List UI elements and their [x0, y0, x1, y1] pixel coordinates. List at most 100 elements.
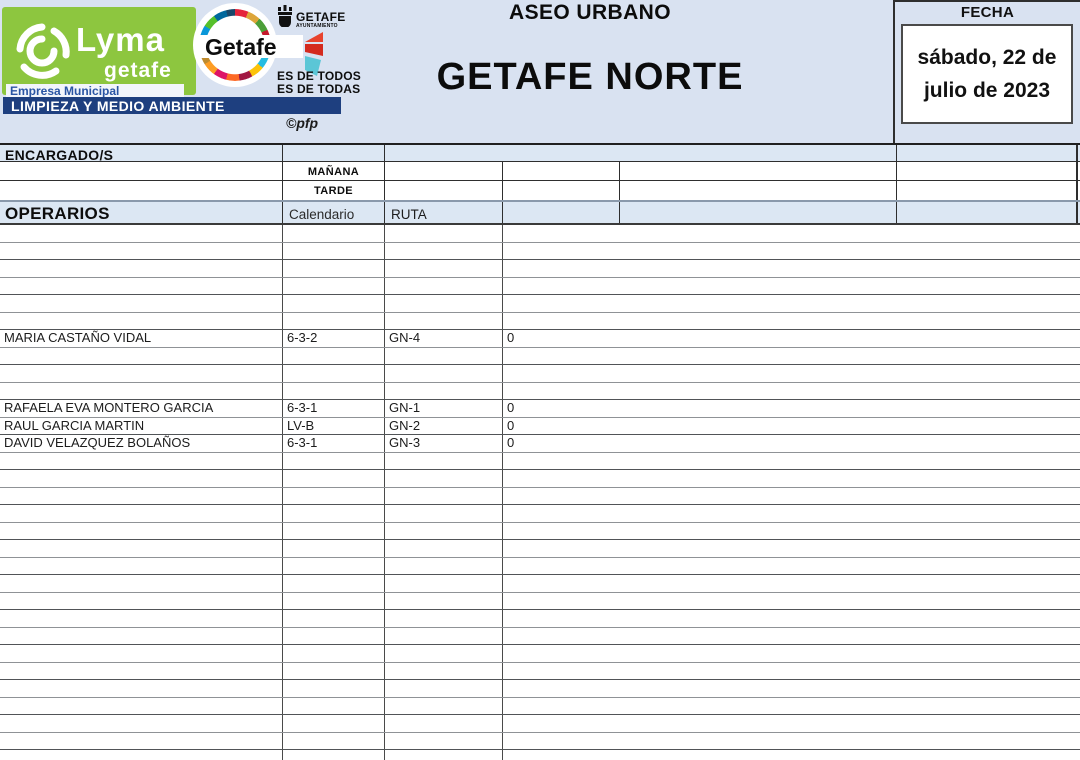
cell-ruta — [385, 697, 503, 714]
table-row — [0, 627, 1080, 645]
table-row — [0, 365, 1080, 383]
cell-value: 0 — [507, 417, 515, 433]
cell-operario-name — [0, 225, 283, 242]
table-row: DAVID VELAZQUEZ BOLAÑOS 6-3-1 GN-3 0 — [0, 435, 1080, 453]
cell-value — [503, 575, 1080, 592]
table-row — [0, 505, 1080, 523]
table-row — [0, 750, 1080, 760]
getafe-comet-icon — [305, 32, 323, 76]
table-row — [0, 260, 1080, 278]
limpieza-banner: LIMPIEZA Y MEDIO AMBIENTE — [3, 97, 341, 114]
cell-value — [503, 540, 1080, 557]
cell-value — [503, 698, 1080, 715]
cell-ruta — [385, 592, 503, 609]
cell-calendario — [283, 295, 385, 312]
ruta-header-cell: RUTA — [385, 202, 503, 223]
cell-value — [503, 680, 1080, 697]
cell-value — [503, 715, 1080, 732]
cell-value — [503, 523, 1080, 540]
operarios-header-row: OPERARIOS Calendario RUTA — [0, 202, 1080, 225]
cell-value — [503, 663, 1080, 680]
cell-calendario — [283, 557, 385, 574]
cell-calendario — [283, 365, 385, 382]
getafe-logo: Getafe — [193, 3, 303, 87]
cell-value — [503, 750, 1080, 760]
cell-calendario — [283, 627, 385, 644]
cell-ruta — [385, 452, 503, 469]
ayuntamiento-sub: AYUNTAMIENTO — [296, 23, 338, 29]
cell-calendario — [283, 575, 385, 592]
cell-operario-name — [0, 662, 283, 679]
cell-ruta: GN-2 — [385, 417, 503, 434]
lyma-sub-wordmark: getafe — [104, 59, 172, 82]
section-title: ASEO URBANO — [509, 1, 671, 24]
empty-cell — [503, 202, 620, 223]
tarde-row: TARDE — [0, 181, 1080, 202]
cell-ruta — [385, 575, 503, 592]
cell-calendario — [283, 505, 385, 522]
cell-ruta — [385, 470, 503, 487]
cell-ruta — [385, 680, 503, 697]
fecha-label: FECHA — [960, 4, 1015, 21]
table-row — [0, 470, 1080, 488]
tagline-line2: ES DE TODAS — [277, 82, 361, 96]
cell-calendario — [283, 750, 385, 760]
ruta-label: RUTA — [391, 207, 427, 222]
empty-cell — [897, 181, 1078, 200]
cell-ruta — [385, 645, 503, 662]
cell-calendario — [283, 312, 385, 329]
lyma-wordmark: Lyma — [76, 21, 165, 58]
cell-value — [503, 505, 1080, 522]
cell-value — [503, 488, 1080, 505]
operarios-header-cell: OPERARIOS — [0, 202, 283, 223]
cell-ruta — [385, 732, 503, 749]
cell-ruta — [385, 382, 503, 399]
cell-ruta — [385, 715, 503, 732]
cell-operario-name — [0, 575, 283, 592]
cell-ruta — [385, 610, 503, 627]
cell-calendario — [283, 680, 385, 697]
cell-calendario — [283, 610, 385, 627]
fecha-column: FECHA sábado, 22 de julio de 2023 — [893, 0, 1080, 143]
cell-operario-name — [0, 260, 283, 277]
cell-calendario — [283, 347, 385, 364]
cell-ruta: GN-3 — [385, 435, 503, 452]
table-row — [0, 452, 1080, 470]
cell-operario-name — [0, 365, 283, 382]
table-row — [0, 295, 1080, 313]
table-row — [0, 312, 1080, 330]
cell-value — [503, 645, 1080, 662]
cell-ruta — [385, 522, 503, 539]
cell-calendario — [283, 645, 385, 662]
cell-ruta — [385, 347, 503, 364]
table-row — [0, 697, 1080, 715]
cell-operario-name — [0, 470, 283, 487]
cell-ruta: GN-1 — [385, 400, 503, 417]
cell-ruta — [385, 557, 503, 574]
table-row — [0, 680, 1080, 698]
cell-value — [503, 733, 1080, 750]
cell-calendario — [283, 452, 385, 469]
cell-calendario — [283, 242, 385, 259]
cell-value — [503, 383, 1080, 400]
table-row — [0, 575, 1080, 593]
cell-calendario — [283, 732, 385, 749]
cell-operario-name — [0, 732, 283, 749]
date-line1: sábado, 22 de — [917, 46, 1057, 69]
cell-value: 0 — [507, 435, 515, 450]
cell-value — [503, 365, 1080, 382]
table-row — [0, 382, 1080, 400]
table-row — [0, 347, 1080, 365]
empty-cell — [897, 162, 1078, 180]
date-line2: julio de 2023 — [923, 79, 1051, 102]
cell-ruta — [385, 225, 503, 242]
cell-calendario: LV-B — [283, 417, 385, 434]
cell-value — [503, 628, 1080, 645]
table-row — [0, 645, 1080, 663]
cell-calendario: 6-3-2 — [283, 330, 385, 347]
operarios-label: OPERARIOS — [5, 204, 110, 223]
cell-operario-name — [0, 487, 283, 504]
table-row — [0, 277, 1080, 295]
cell-value — [503, 243, 1080, 260]
table-row: RAUL GARCIA MARTIN LV-B GN-2 0 — [0, 417, 1080, 435]
